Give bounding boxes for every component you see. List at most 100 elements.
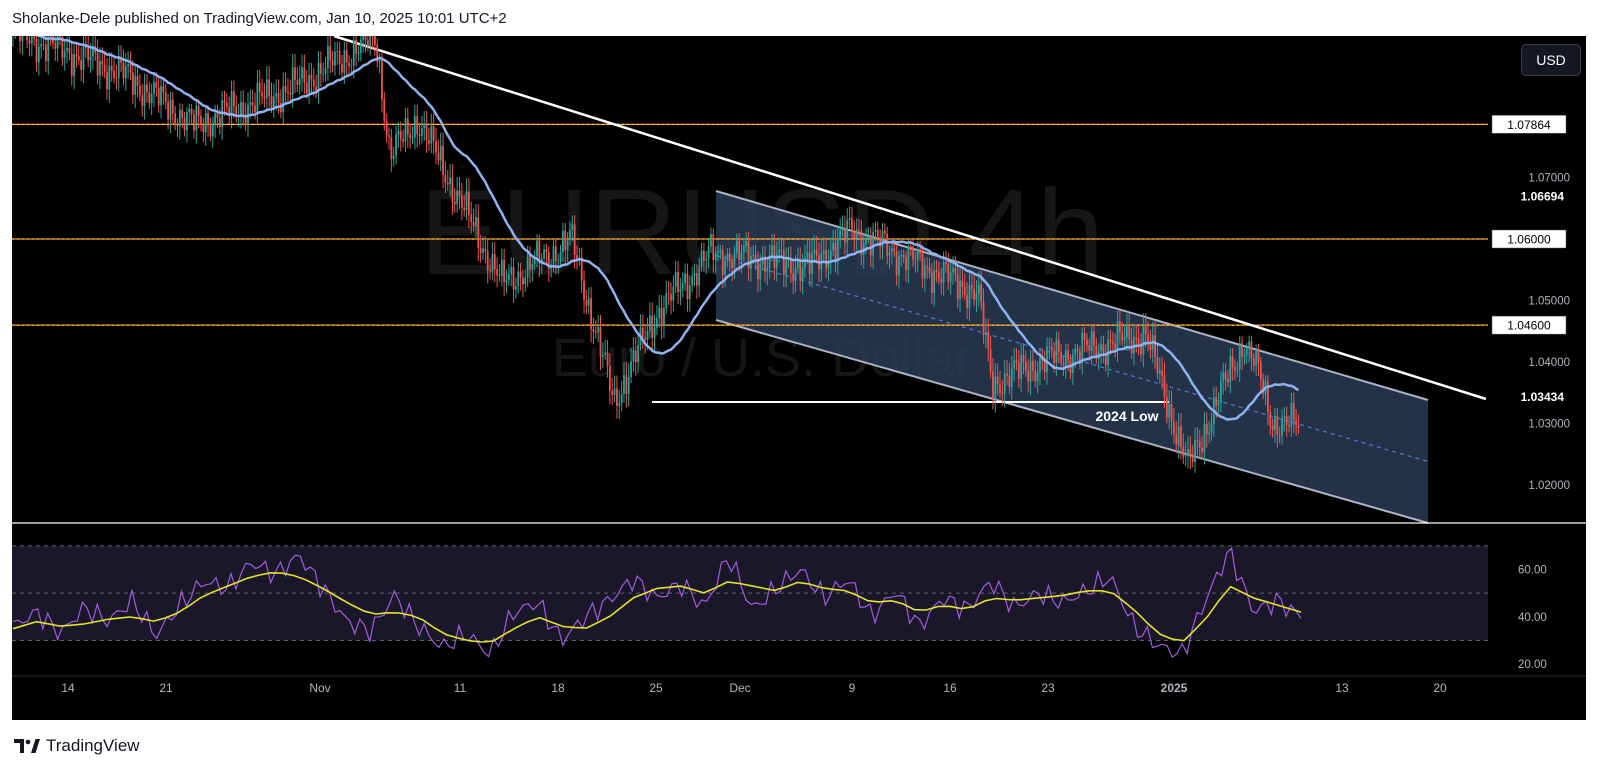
rsi-ma-line [12,571,1302,643]
candle-body [829,250,832,263]
candle [164,83,167,110]
candle-body [1276,416,1279,435]
currency-button[interactable]: USD [1521,44,1581,76]
candle-body [1123,337,1126,340]
candle-body [319,62,322,74]
candle-body [63,50,66,58]
candle [1281,409,1283,445]
candle-body [1189,449,1192,458]
candle [223,90,226,116]
candle-body [160,86,162,106]
candle-body [712,234,715,261]
candle-body [1243,354,1246,357]
candle [303,54,306,95]
candle [677,261,679,305]
candle-body [1187,449,1189,456]
candle-body [717,250,719,253]
candle-body [1217,402,1220,406]
candle-body [435,140,437,153]
candle [402,129,404,148]
candle-body [663,308,665,327]
candle-body [1126,324,1128,338]
candle [1102,335,1105,364]
candle [345,42,348,77]
candle [507,264,510,286]
candle-body [1060,351,1062,364]
candle [242,90,245,126]
candle [263,83,266,108]
candle-body [1177,426,1180,446]
candle [334,42,336,76]
candle-body [28,40,31,44]
candle [486,238,489,284]
candle-body [754,254,757,262]
candle-body [651,315,654,338]
candle-body [583,280,585,301]
candle-body [1224,372,1227,380]
candle-body [999,384,1001,394]
candle-body [425,123,428,141]
candle [362,36,365,53]
candle-body [1229,356,1232,383]
candle [660,294,663,340]
candle-body [1100,344,1102,352]
rsi-scale-label-0: 60.00 [1518,565,1547,577]
candle [564,222,567,264]
candle [916,241,919,273]
candle-body [557,260,560,262]
candle [844,215,846,255]
tradingview-brand[interactable]: TradingView [14,736,140,756]
candle-body [1236,369,1239,371]
candle [1194,427,1196,473]
candle-body [35,38,38,63]
candle-body [280,103,282,113]
candle-body [1118,321,1121,333]
candle-body [693,273,696,277]
candle [235,94,238,123]
candle-body [902,254,905,258]
candle [930,263,933,304]
candle-body [728,253,731,262]
candle-body [733,252,736,268]
candle-body [296,80,299,85]
candle-body [580,257,583,281]
candle-body [644,337,647,341]
candle-body [789,259,792,274]
candle-body [1081,332,1084,362]
candle [468,178,470,229]
candle [1076,343,1079,361]
candle [999,370,1001,399]
candle [569,221,571,246]
candle [146,73,148,103]
candle-body [1194,439,1196,462]
candle-body [305,82,308,94]
candle [1224,363,1227,391]
candle-body [1053,350,1055,364]
candle-body [1203,423,1206,453]
candle [308,62,310,105]
candle [491,242,494,281]
candle [381,52,383,113]
candle-body [120,58,122,63]
candle [876,221,879,244]
candle [171,92,174,125]
chart-frame[interactable]: EURUSD 4h Euro / U.S. Dollar 1.07000 1.0500… [12,36,1586,720]
candle [898,250,900,289]
candle-body [1079,351,1081,362]
candle [935,259,938,283]
candle-body [301,67,303,79]
candle-body [225,102,228,107]
candle [460,182,463,221]
candle [703,242,705,272]
candle-body [916,248,919,260]
candle [134,63,137,109]
candle-body [30,36,33,44]
candle-body [973,288,976,300]
candle [1050,337,1053,359]
candle-body [244,114,247,126]
candle-body [1114,343,1117,349]
candle-body [827,262,830,269]
candle-body [1010,368,1013,387]
candle [834,229,837,273]
